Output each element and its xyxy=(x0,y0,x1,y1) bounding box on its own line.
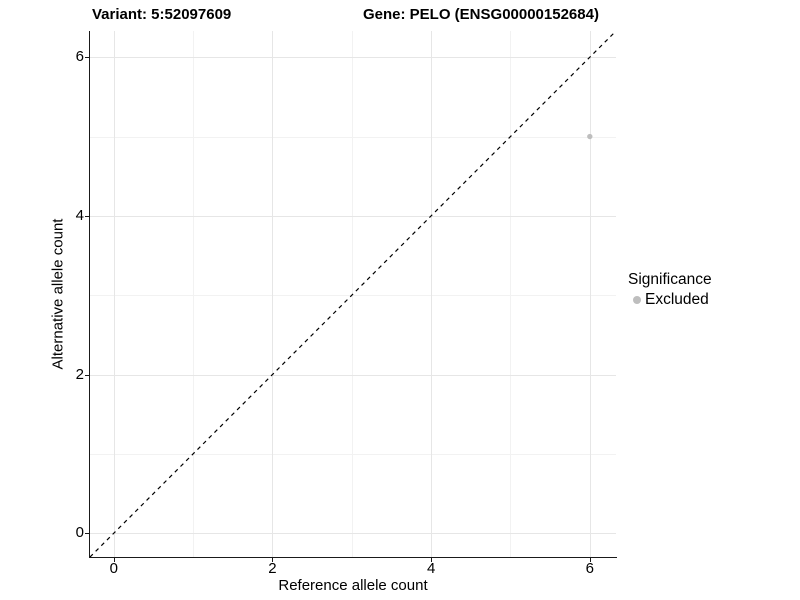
x-tick-label: 6 xyxy=(585,560,594,577)
y-tick-label: 0 xyxy=(75,524,84,542)
legend-title: Significance xyxy=(628,271,712,288)
legend-key xyxy=(628,292,645,309)
x-tick-mark xyxy=(431,558,433,562)
x-tick-label: 2 xyxy=(268,560,277,577)
y-axis-line xyxy=(89,31,90,558)
major-gridline-y xyxy=(90,215,616,217)
x-tick-mark xyxy=(589,558,591,562)
x-tick-label: 0 xyxy=(109,560,118,577)
minor-gridline-y xyxy=(90,295,616,297)
plot-title-variant: Variant: 5:52097609 xyxy=(92,6,232,23)
y-tick-mark xyxy=(85,374,89,376)
identity-reference-line xyxy=(90,31,616,557)
plot-area xyxy=(90,31,616,557)
minor-gridline-y xyxy=(90,453,616,455)
minor-gridline-x xyxy=(193,31,195,557)
y-tick-label: 2 xyxy=(75,365,84,383)
y-axis-title: Alternative allele count xyxy=(49,218,67,370)
data-point xyxy=(587,133,593,140)
plot-panel xyxy=(90,31,616,557)
y-tick-mark xyxy=(85,57,89,59)
x-tick-mark xyxy=(272,558,274,562)
plot-title-gene: Gene: PELO (ENSG00000152684) xyxy=(363,6,599,23)
major-gridline-x xyxy=(113,31,115,557)
minor-gridline-x xyxy=(510,31,512,557)
major-gridline-y xyxy=(90,533,616,535)
legend-item-excluded: Excluded xyxy=(628,291,712,309)
excluded-point-icon xyxy=(632,296,641,304)
y-tick-mark xyxy=(85,533,89,535)
legend-item-label: Excluded xyxy=(645,291,709,308)
x-tick-mark xyxy=(113,558,115,562)
y-tick-label: 4 xyxy=(75,206,84,224)
major-gridline-x xyxy=(589,31,591,557)
major-gridline-y xyxy=(90,57,616,59)
major-gridline-y xyxy=(90,374,616,376)
x-axis-title: Reference allele count xyxy=(278,577,428,594)
x-tick-label: 4 xyxy=(426,560,436,577)
x-axis-line xyxy=(89,557,617,558)
minor-gridline-y xyxy=(90,136,616,138)
y-tick-label: 6 xyxy=(75,48,84,66)
major-gridline-x xyxy=(272,31,274,557)
major-gridline-x xyxy=(431,31,433,557)
legend: Significance Excluded xyxy=(628,271,712,309)
y-tick-mark xyxy=(85,215,89,217)
